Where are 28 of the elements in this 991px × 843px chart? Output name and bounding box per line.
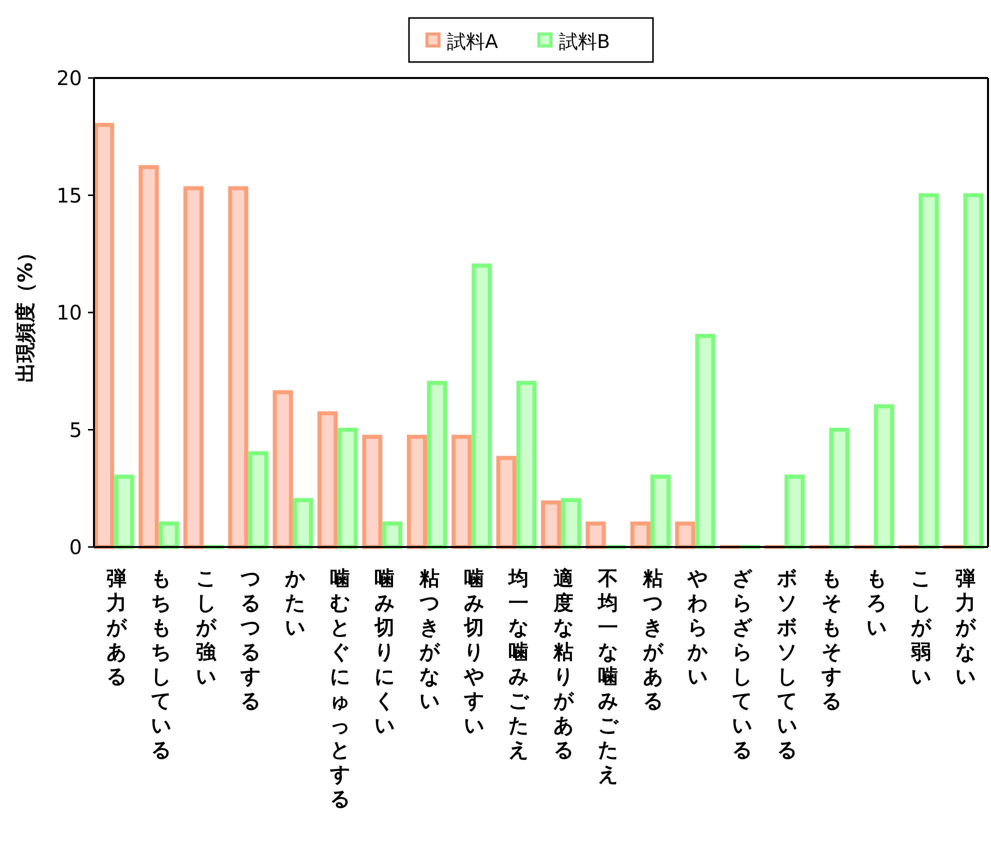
y-tick-label: 0 [69, 535, 82, 559]
x-tick-label: もろい [866, 566, 886, 639]
x-tick-label: やわらかい [686, 566, 708, 688]
x-tick-label: ボソボソしている [776, 566, 797, 762]
x-tick-label: 粘つきがない [418, 566, 440, 712]
x-tick-label: もちもちしている [151, 566, 172, 762]
x-tick-label: ざらざらしている [732, 566, 754, 762]
category-label: 不均一な噛みごたえ [598, 566, 618, 786]
x-tick-label: こしが弱い [910, 566, 932, 688]
y-tick-label: 10 [56, 300, 82, 324]
category-label: 噛むとぐにゅっとする [330, 566, 350, 810]
x-tick-label: 弾力がない [954, 566, 977, 688]
x-tick-label: かたい [284, 566, 306, 639]
x-tick-label: 粘つきがある [642, 566, 664, 712]
x-tick-label: もそもそする [820, 566, 842, 712]
legend-label: 試料B [559, 31, 610, 53]
x-tick-label: つるつるする [239, 566, 260, 712]
y-tick-label: 5 [69, 418, 82, 442]
legend-label: 試料A [447, 31, 498, 53]
x-tick-label: こしが強い [194, 566, 217, 688]
x-tick-label: 適度な粘りがある [552, 566, 574, 762]
y-tick-label: 15 [56, 183, 82, 208]
y-tick-label: 20 [56, 66, 82, 90]
y-axis-title: 出現頻度（%） [13, 242, 37, 383]
x-tick-label: 噛み切りにくい [374, 566, 395, 737]
x-tick-label: 弾力がある [105, 566, 128, 688]
x-tick-label: 均一な噛みごたえ [508, 566, 530, 762]
x-tick-label: 噛み切りやすい [462, 566, 484, 737]
